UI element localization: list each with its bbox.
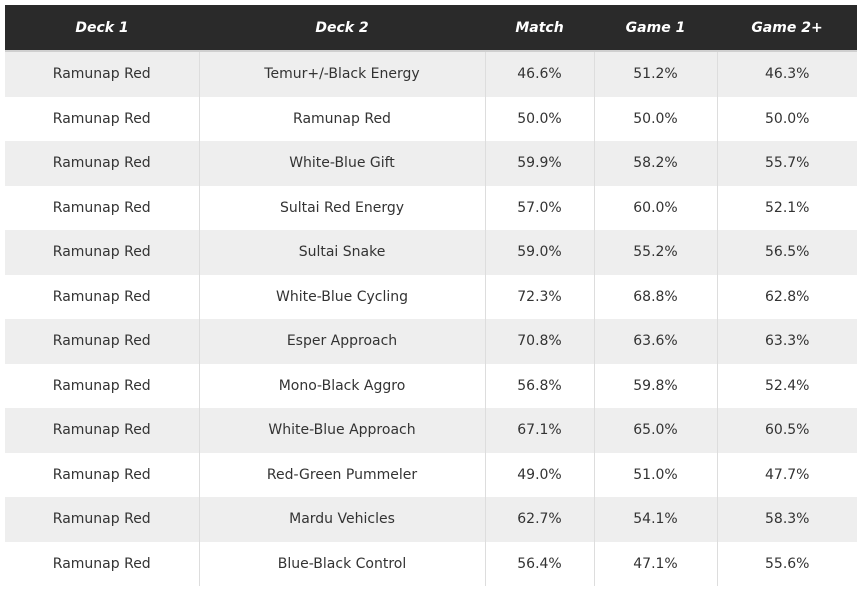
table-cell: 65.0% — [593, 408, 717, 453]
table-cell: Ramunap Red — [5, 497, 199, 542]
table-cell: 55.7% — [716, 141, 857, 186]
table-cell: Ramunap Red — [5, 230, 199, 275]
table-cell: Ramunap Red — [5, 541, 199, 586]
table-cell: 60.0% — [593, 185, 717, 230]
table-cell: 49.0% — [484, 452, 594, 497]
header-cell: Match — [485, 5, 594, 52]
table-cell: 50.0% — [484, 96, 594, 141]
table-cell: 56.4% — [484, 541, 594, 586]
table-row: Ramunap Red Blue-Black Control 56.4% 47.1% 5… — [5, 541, 857, 586]
header-cell: Game 2+ — [717, 5, 857, 52]
table-cell: 55.6% — [716, 541, 857, 586]
table-cell: 51.0% — [593, 452, 717, 497]
table-row: Ramunap Red Ramunap Red 50.0% 50.0% 50.0% — [5, 96, 857, 141]
table-cell: Sultai Red Energy — [198, 185, 485, 230]
table-cell: 72.3% — [484, 274, 594, 319]
table-cell: 62.7% — [484, 497, 594, 542]
table-cell: Ramunap Red — [5, 274, 199, 319]
table-cell: Ramunap Red — [198, 96, 485, 141]
table-row: Ramunap Red Red-Green Pummeler 49.0% 51.0% 4… — [5, 452, 857, 497]
table-cell: 58.3% — [716, 497, 857, 542]
table-cell: Sultai Snake — [198, 230, 485, 275]
matchup-table: Deck 1 Deck 2 Match Game 1 Game 2+ Ramunap R… — [5, 5, 857, 586]
header-cell: Deck 2 — [199, 5, 485, 52]
table-row: Ramunap Red Sultai Snake 59.0% 55.2% 56.5% — [5, 230, 857, 275]
table-cell: 56.5% — [716, 230, 857, 275]
table-cell: 60.5% — [716, 408, 857, 453]
table-cell: 70.8% — [484, 319, 594, 364]
table-cell: White-Blue Gift — [198, 141, 485, 186]
table-cell: 63.3% — [716, 319, 857, 364]
table-cell: Ramunap Red — [5, 141, 199, 186]
table-cell: 59.9% — [484, 141, 594, 186]
table-cell: Ramunap Red — [5, 408, 199, 453]
table-cell: Ramunap Red — [5, 185, 199, 230]
table-cell: Mono-Black Aggro — [198, 363, 485, 408]
table-cell: White-Blue Cycling — [198, 274, 485, 319]
table-row: Ramunap Red White-Blue Cycling 72.3% 68.8% 6… — [5, 274, 857, 319]
table-cell: 47.7% — [716, 452, 857, 497]
table-cell: 67.1% — [484, 408, 594, 453]
table-body: Ramunap Red Temur+/-Black Energy 46.6% 51.2… — [5, 51, 857, 586]
table-cell: 59.0% — [484, 230, 594, 275]
table-cell: 68.8% — [593, 274, 717, 319]
table-cell: Ramunap Red — [5, 51, 199, 97]
table-cell: 46.3% — [716, 51, 857, 97]
header-cell: Deck 1 — [5, 5, 199, 52]
table-cell: 57.0% — [484, 185, 594, 230]
table-row: Ramunap Red Sultai Red Energy 57.0% 60.0% 52… — [5, 185, 857, 230]
table-row: Ramunap Red Temur+/-Black Energy 46.6% 51.2… — [5, 51, 857, 97]
table-cell: Ramunap Red — [5, 363, 199, 408]
header-cell: Game 1 — [594, 5, 717, 52]
table-cell: 46.6% — [484, 51, 594, 97]
table-cell: 51.2% — [593, 51, 717, 97]
table-cell: 47.1% — [593, 541, 717, 586]
table-cell: Temur+/-Black Energy — [198, 51, 485, 97]
table-cell: 58.2% — [593, 141, 717, 186]
table-cell: 52.4% — [716, 363, 857, 408]
table-cell: Blue-Black Control — [198, 541, 485, 586]
header-row: Deck 1 Deck 2 Match Game 1 Game 2+ — [5, 5, 857, 52]
table-cell: Ramunap Red — [5, 96, 199, 141]
table-cell: 55.2% — [593, 230, 717, 275]
table-row: Ramunap Red Esper Approach 70.8% 63.6% 63.3% — [5, 319, 857, 364]
table-cell: 50.0% — [716, 96, 857, 141]
table-wrap: Deck 1 Deck 2 Match Game 1 Game 2+ Ramunap R… — [5, 5, 857, 586]
table-cell: 54.1% — [593, 497, 717, 542]
table-row: Ramunap Red Mardu Vehicles 62.7% 54.1% 58.3% — [5, 497, 857, 542]
table-cell: Mardu Vehicles — [198, 497, 485, 542]
table-cell: 52.1% — [716, 185, 857, 230]
table-cell: White-Blue Approach — [198, 408, 485, 453]
table-row: Ramunap Red White-Blue Gift 59.9% 58.2% 55.7… — [5, 141, 857, 186]
table-cell: 59.8% — [593, 363, 717, 408]
table-cell: Ramunap Red — [5, 319, 199, 364]
table-cell: 56.8% — [484, 363, 594, 408]
table-cell: 63.6% — [593, 319, 717, 364]
table-cell: Esper Approach — [198, 319, 485, 364]
table-cell: Ramunap Red — [5, 452, 199, 497]
table-row: Ramunap Red White-Blue Approach 67.1% 65.0%… — [5, 408, 857, 453]
table-cell: 50.0% — [593, 96, 717, 141]
table-row: Ramunap Red Mono-Black Aggro 56.8% 59.8% 52.… — [5, 363, 857, 408]
table-cell: Red-Green Pummeler — [198, 452, 485, 497]
table-cell: 62.8% — [716, 274, 857, 319]
